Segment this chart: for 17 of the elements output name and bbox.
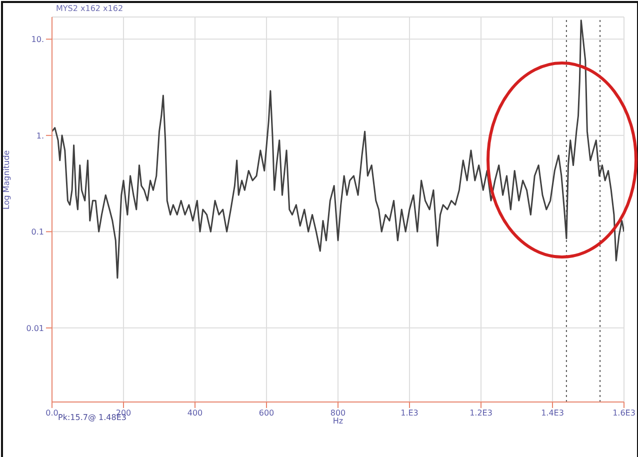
- y-tick-label: 0.1: [31, 228, 44, 237]
- chart-title: MYS2 x162 x162: [56, 4, 124, 13]
- x-tick-label: 0.0: [46, 408, 58, 418]
- x-axis-title: Hz: [332, 416, 344, 426]
- y-tick-label: 0.01: [26, 324, 44, 333]
- x-tick-label: 600: [258, 408, 274, 418]
- x-tick-label: 800: [330, 408, 346, 418]
- x-tick-label: 1.4E3: [541, 408, 564, 418]
- text: Pk:15.7@ 1.48E3: [58, 413, 126, 422]
- x-tick-label: 1.E3: [400, 408, 418, 418]
- y-tick-label: 1.: [36, 131, 44, 140]
- x-tick-label: 1.2E3: [470, 408, 492, 418]
- y-tick-label: 10.: [31, 35, 44, 44]
- y-axis-title: Log Magnitude: [2, 150, 11, 210]
- x-tick-label: 400: [187, 408, 203, 418]
- x-tick-label: 1.6E3: [612, 408, 636, 418]
- line-series: [52, 20, 624, 279]
